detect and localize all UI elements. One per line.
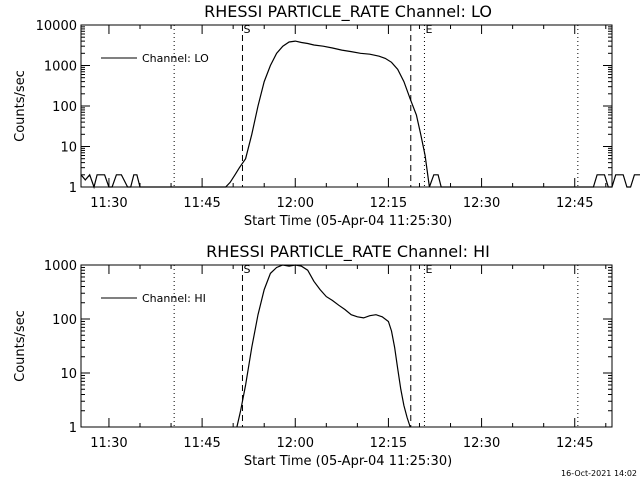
plot-frame (80, 264, 613, 428)
plot-frame (80, 24, 613, 188)
x-tick-label: 12:45 (556, 436, 593, 451)
y-tick-label: 1000 (44, 259, 77, 274)
chart-title: RHESSI PARTICLE_RATE Channel: HI (206, 242, 490, 262)
y-tick-label: 1000 (44, 60, 77, 75)
y-tick-label: 100 (52, 100, 77, 115)
chart-title: RHESSI PARTICLE_RATE Channel: LO (204, 2, 492, 22)
y-tick-label: 10000 (36, 19, 77, 34)
legend-label: Channel: HI (142, 292, 206, 305)
x-tick-label: 12:30 (463, 436, 500, 451)
x-tick-label: 12:00 (277, 436, 314, 451)
timestamp: 16-Oct-2021 14:02 (561, 469, 637, 478)
x-tick-label: 11:45 (183, 196, 220, 211)
x-tick-label: 12:45 (556, 196, 593, 211)
x-tick-label: 12:30 (463, 196, 500, 211)
y-tick-label: 10 (60, 367, 77, 382)
marker-label: S (243, 263, 250, 276)
x-tick-label: 12:00 (277, 196, 314, 211)
panel-hi: RHESSI PARTICLE_RATE Channel: HI 11:30 11… (13, 242, 613, 469)
y-axis-label: Counts/sec (13, 70, 28, 142)
x-axis-label: Start Time (05-Apr-04 11:25:30) (244, 214, 452, 229)
x-tick-label: 11:30 (90, 196, 127, 211)
y-tick-label: 10 (60, 141, 77, 156)
marker-label: S (243, 23, 250, 36)
x-tick-label: 12:15 (370, 436, 407, 451)
panel-lo: RHESSI PARTICLE_RATE Channel: LO 11:30 11… (13, 2, 640, 229)
y-tick-label: 1 (69, 181, 77, 196)
x-tick-label: 11:45 (183, 436, 220, 451)
x-tick-label: 12:15 (370, 196, 407, 211)
series-line (236, 264, 411, 428)
marker-label: E (425, 263, 432, 276)
series-line (80, 40, 640, 190)
legend-label: Channel: LO (142, 52, 209, 65)
x-tick-label: 11:30 (90, 436, 127, 451)
y-tick-label: 100 (52, 313, 77, 328)
legend: Channel: LO (101, 52, 209, 65)
marker-label: E (425, 23, 432, 36)
legend: Channel: HI (101, 292, 206, 305)
x-axis-label: Start Time (05-Apr-04 11:25:30) (244, 454, 452, 469)
y-tick-label: 1 (69, 421, 77, 436)
y-axis-label: Counts/sec (13, 310, 28, 382)
